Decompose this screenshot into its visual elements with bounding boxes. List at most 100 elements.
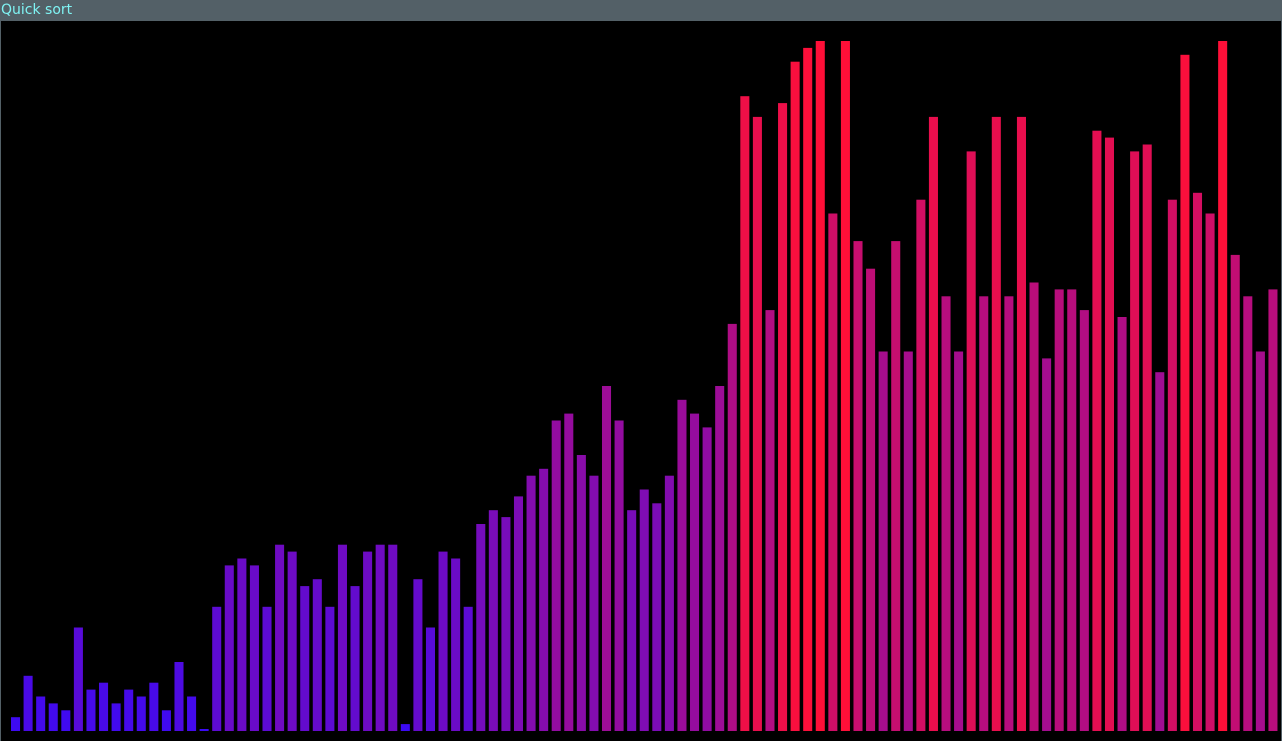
bar-100 [1268,289,1278,731]
bar-69 [878,351,888,731]
bar-56 [715,386,725,731]
bar-35 [451,558,461,731]
bar-42 [539,468,549,731]
bar-23 [300,586,310,731]
bar-78 [991,116,1001,731]
bar-52 [664,475,674,731]
bar-33 [425,627,435,731]
bar-chart [11,41,1278,732]
bar-84 [1067,289,1077,731]
bar-38 [488,510,498,731]
bar-11 [149,682,159,731]
bar-28 [363,551,373,731]
bar-29 [375,544,385,731]
bar-83 [1054,289,1064,731]
bar-31 [400,724,410,731]
bar-48 [614,420,624,731]
bar-27 [350,586,360,731]
bar-94 [1192,192,1203,732]
bar-93 [1180,54,1190,732]
bar-7 [99,682,109,731]
bar-99 [1255,351,1265,731]
bar-10 [136,696,146,731]
bar-86 [1092,130,1102,731]
bar-88 [1117,317,1127,731]
bar-50 [639,489,649,731]
bar-53 [677,399,687,731]
bar-85 [1079,310,1089,731]
bar-54 [690,413,700,731]
bar-6 [86,689,96,731]
bar-24 [312,579,322,731]
bar-12 [161,710,171,731]
bar-68 [866,268,876,731]
bar-25 [325,606,335,731]
bar-57 [727,323,737,731]
bar-82 [1042,358,1052,731]
bar-21 [275,544,285,731]
bar-73 [928,116,938,731]
bar-14 [187,696,197,731]
bar-17 [224,565,234,731]
bar-60 [765,310,775,731]
bar-97 [1230,254,1240,731]
bar-79 [1004,296,1014,731]
bar-49 [627,510,637,731]
bar-70 [891,241,901,731]
bar-41 [526,475,536,731]
bar-16 [212,606,222,731]
bar-74 [941,296,951,731]
bar-77 [979,296,989,731]
bar-3 [48,703,58,731]
bar-20 [262,606,272,731]
bar-61 [778,103,788,732]
bar-32 [413,579,423,731]
bar-13 [174,662,184,731]
bar-18 [237,558,247,731]
bar-44 [564,413,574,731]
window-titlebar[interactable]: Quick sort [0,0,1282,20]
bar-9 [124,689,134,731]
bar-36 [463,606,473,731]
bar-39 [501,517,511,731]
bar-43 [551,420,561,731]
bar-15 [199,729,209,731]
bar-19 [249,565,259,731]
bar-46 [589,475,599,731]
bar-76 [966,151,976,731]
bar-98 [1243,296,1253,731]
bar-51 [652,503,662,731]
bar-62 [790,61,800,731]
bar-95 [1205,213,1215,731]
bar-72 [916,199,926,731]
bar-22 [287,551,297,731]
sort-visualization-canvas [1,21,1281,741]
bar-4 [61,710,71,731]
bar-8 [111,703,121,731]
bar-65 [828,213,838,731]
bar-37 [476,524,486,731]
bar-1 [23,675,33,731]
bar-91 [1155,372,1165,731]
bar-96 [1218,41,1228,731]
bar-47 [601,386,612,731]
bar-92 [1167,199,1177,731]
bar-81 [1029,282,1039,731]
bar-71 [903,351,913,731]
bar-64 [815,41,825,731]
bar-67 [853,241,863,731]
bar-66 [840,41,850,731]
bar-75 [954,351,964,731]
bar-55 [702,427,712,731]
bar-0 [11,717,21,731]
bar-34 [438,551,448,731]
bar-30 [388,544,398,731]
bar-26 [337,544,347,731]
bar-45 [576,455,586,731]
bar-87 [1104,137,1115,732]
bar-90 [1142,144,1152,731]
bar-5 [73,627,83,731]
bar-63 [803,47,813,731]
bar-40 [513,496,524,731]
